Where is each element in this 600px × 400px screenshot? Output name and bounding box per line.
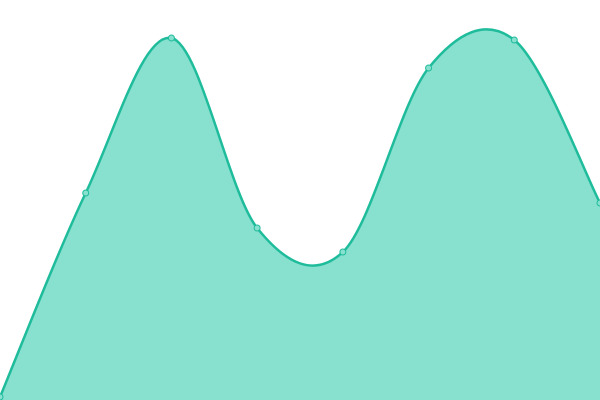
data-point: [0, 393, 4, 400]
data-point: [425, 64, 433, 72]
data-point: [167, 34, 175, 42]
data-point: [339, 248, 347, 256]
data-point: [82, 189, 90, 197]
data-point: [510, 36, 518, 44]
area-line: [0, 28, 600, 398]
data-point: [253, 224, 261, 232]
area-fill: [0, 29, 600, 400]
data-point: [596, 199, 600, 207]
